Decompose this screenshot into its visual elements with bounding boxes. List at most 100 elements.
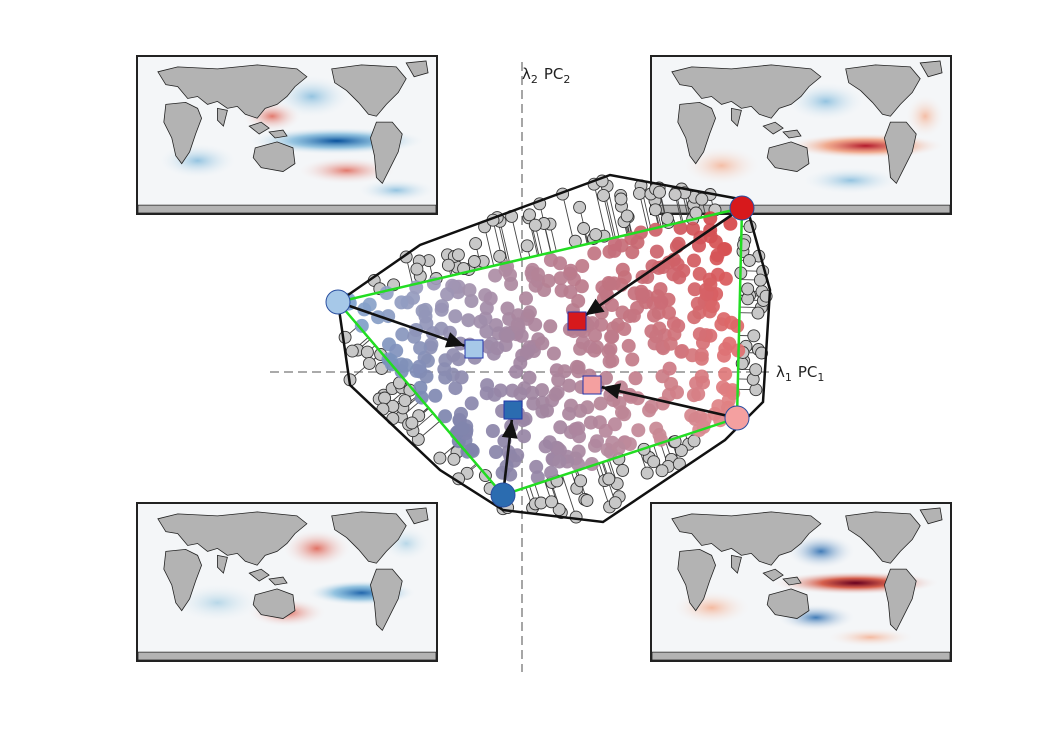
- archetype-arrow: [584, 206, 743, 317]
- outer-point: [653, 185, 666, 199]
- inner-point: [548, 387, 563, 402]
- inner-point: [438, 409, 453, 424]
- inner-point: [667, 327, 682, 342]
- inner-point: [551, 372, 566, 387]
- inner-point: [664, 377, 679, 391]
- inner-point: [500, 301, 515, 316]
- inner-point: [703, 277, 718, 292]
- inner-point: [590, 434, 604, 449]
- inner-point: [428, 388, 443, 403]
- inner-point: [464, 396, 479, 411]
- inner-point: [625, 352, 640, 367]
- inner-point: [588, 328, 602, 343]
- inner-point: [528, 317, 543, 332]
- outer-point: [398, 394, 412, 408]
- inner-point: [574, 279, 589, 294]
- inner-point: [406, 290, 420, 305]
- inner-point: [607, 417, 622, 432]
- inner-point: [640, 270, 655, 284]
- inner-point: [563, 263, 578, 278]
- inner-point: [448, 309, 463, 324]
- outer-point: [338, 330, 352, 344]
- inner-point: [384, 353, 399, 368]
- inner-point: [649, 329, 664, 344]
- inner-point: [718, 367, 733, 381]
- inner-point: [509, 364, 524, 379]
- inner-point: [531, 267, 545, 282]
- archetype-centroid-square: [503, 400, 523, 420]
- inner-point: [504, 277, 519, 291]
- inner-point: [575, 335, 590, 350]
- inner-point: [464, 442, 479, 457]
- inner-point: [705, 299, 720, 314]
- inner-point: [553, 420, 568, 435]
- outer-point: [577, 222, 591, 235]
- inner-point: [446, 348, 461, 363]
- outer-point: [574, 474, 588, 488]
- inner-point: [710, 248, 725, 263]
- outer-point: [749, 363, 763, 377]
- inner-point: [723, 216, 738, 231]
- outer-point: [520, 239, 534, 253]
- archetype-arrow: [601, 385, 738, 420]
- inner-point: [684, 408, 699, 423]
- inner-point: [419, 369, 434, 384]
- inner-point: [500, 328, 515, 343]
- outer-point: [753, 273, 767, 287]
- inner-point: [488, 268, 503, 283]
- inner-point: [711, 399, 726, 414]
- pc2-axis-label: λ2 PC2: [522, 65, 570, 86]
- inner-point: [448, 381, 463, 396]
- inner-point: [413, 380, 428, 395]
- inner-point: [544, 465, 559, 480]
- inner-point: [644, 399, 659, 414]
- pc1-axis-label: λ1 PC1: [776, 363, 824, 384]
- inner-point: [519, 346, 534, 361]
- outer-point: [633, 186, 646, 200]
- inner-point: [617, 270, 632, 285]
- outer-point: [660, 212, 674, 226]
- outer-point: [755, 346, 769, 360]
- inner-point: [617, 407, 632, 422]
- inner-point: [455, 421, 470, 436]
- inner-point: [519, 291, 533, 306]
- inner-point: [395, 327, 410, 342]
- outer-point: [741, 282, 755, 296]
- archetype-arrows: [337, 206, 743, 496]
- map-panel-bottom-left: [136, 502, 438, 662]
- outer-point: [469, 237, 483, 251]
- inner-point: [694, 369, 709, 384]
- inner-point: [461, 313, 476, 328]
- archetype-arrowhead: [601, 383, 622, 399]
- inner-point: [354, 318, 369, 333]
- inner-point: [666, 267, 681, 282]
- outer-point: [751, 306, 765, 320]
- inner-point: [522, 370, 537, 385]
- inner-point: [462, 283, 477, 298]
- inner-point: [489, 445, 503, 459]
- outer-point: [528, 218, 542, 232]
- outer-point: [620, 209, 634, 223]
- projection-line: [499, 221, 510, 263]
- inner-point: [724, 315, 739, 330]
- outer-point: [451, 248, 465, 262]
- inner-point: [686, 221, 700, 236]
- inner-point: [692, 327, 707, 342]
- archetype-arrow: [337, 300, 465, 347]
- outer-point: [597, 188, 610, 202]
- inner-point: [649, 421, 664, 436]
- archetype-centroid-square: [582, 375, 602, 395]
- outer-point: [589, 228, 603, 242]
- inner-point: [631, 423, 646, 438]
- outer-point: [655, 464, 669, 478]
- map-panel-bottom-right: [650, 502, 952, 662]
- archetype-arrowhead: [501, 419, 518, 439]
- inner-point: [394, 295, 409, 310]
- outer-point: [742, 254, 756, 267]
- archetype-centroid-square: [567, 311, 587, 331]
- world-map-bottom-right: [652, 504, 950, 660]
- inner-point: [649, 244, 664, 259]
- projection-line: [484, 226, 495, 266]
- inner-point: [480, 378, 495, 393]
